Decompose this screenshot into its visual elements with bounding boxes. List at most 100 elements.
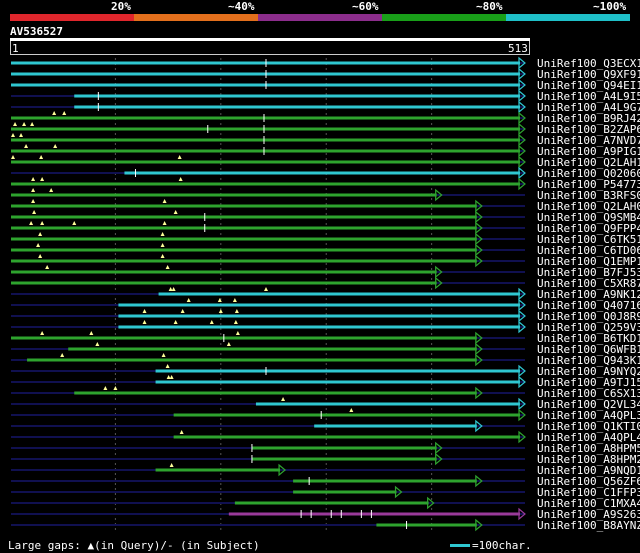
- hit-name-link[interactable]: UniRef100_Q94EI1: [537, 79, 640, 92]
- query-gap-mark: [95, 342, 100, 346]
- query-gap-mark: [11, 155, 16, 159]
- identity-legend-bar: [10, 14, 630, 21]
- hit-name-link[interactable]: UniRef100_Q2LAH0: [537, 200, 640, 213]
- hit-arrow: [435, 276, 443, 290]
- query-gap-mark: [62, 111, 67, 115]
- query-gap-mark: [186, 298, 191, 302]
- hit-name-link[interactable]: UniRef100_A8HPM2: [537, 453, 640, 466]
- hit-name-link[interactable]: UniRef100_Q2VL34: [537, 398, 640, 411]
- hit-name-link[interactable]: UniRef100_Q9XF91: [537, 68, 640, 81]
- query-gap-mark: [209, 320, 214, 324]
- hit-name-link[interactable]: UniRef100_A9NYQ2: [537, 365, 640, 378]
- hit-arrow: [518, 507, 526, 521]
- query-gap-mark: [349, 408, 354, 412]
- query-gap-mark: [180, 309, 185, 313]
- hit-arrow: [518, 56, 526, 70]
- hit-arrow: [518, 111, 526, 125]
- legend-segment: [506, 14, 630, 21]
- hit-name-link[interactable]: UniRef100_A4QPL4: [537, 431, 640, 444]
- query-gap-mark: [40, 221, 45, 225]
- hit-name-link[interactable]: UniRef100_A9TJ15: [537, 376, 640, 389]
- hit-name-link[interactable]: UniRef100_B3RFS0: [537, 189, 640, 202]
- hit-arrow: [475, 210, 483, 224]
- hit-name-link[interactable]: UniRef100_A9PIG1: [537, 145, 640, 158]
- hit-name-link[interactable]: UniRef100_A9NQD1: [537, 464, 640, 477]
- hit-arrow: [518, 408, 526, 422]
- query-gap-mark: [31, 199, 36, 203]
- ruler-end: 513: [508, 42, 528, 55]
- hit-arrow: [518, 122, 526, 136]
- hit-name-link[interactable]: UniRef100_A4L9I5: [537, 90, 640, 103]
- query-gap-mark: [179, 430, 184, 434]
- query-name: AV536527: [10, 25, 63, 38]
- hit-name-link[interactable]: UniRef100_B8AYNZ: [537, 519, 640, 532]
- query-gap-mark: [165, 364, 170, 368]
- query-gap-mark: [169, 463, 174, 467]
- hit-arrow: [475, 353, 483, 367]
- hit-name-link[interactable]: UniRef100_Q259V3: [537, 321, 640, 334]
- hit-name-link[interactable]: UniRef100_B2ZAP6: [537, 123, 640, 136]
- query-gap-mark: [30, 122, 35, 126]
- hit-name-link[interactable]: UniRef100_A9NK12: [537, 288, 640, 301]
- query-gap-mark: [234, 309, 239, 313]
- query-gap-mark: [162, 221, 167, 225]
- scale-label: =100char.: [472, 539, 532, 552]
- query-gap-mark: [263, 287, 268, 291]
- query-gap-mark: [160, 243, 165, 247]
- hit-name-link[interactable]: UniRef100_Q1EMP1: [537, 255, 640, 268]
- hit-name-link[interactable]: UniRef100_A9S263: [537, 508, 640, 521]
- hit-name-link[interactable]: UniRef100_C6TK51: [537, 233, 640, 246]
- hit-name-link[interactable]: UniRef100_C1MXA4: [537, 497, 640, 510]
- hit-name-link[interactable]: UniRef100_Q1KTI0: [537, 420, 640, 433]
- hit-name-link[interactable]: UniRef100_Q02060: [537, 167, 640, 180]
- hit-name-link[interactable]: UniRef100_A8HPM5: [537, 442, 640, 455]
- hit-arrow: [518, 144, 526, 158]
- ruler-start: 1: [12, 42, 19, 55]
- query-gap-mark: [13, 122, 18, 126]
- hit-name-link[interactable]: UniRef100_B7FJ53: [537, 266, 640, 279]
- legend-label: ~60%: [352, 0, 379, 13]
- hit-name-link[interactable]: UniRef100_Q3ECX1: [537, 57, 640, 70]
- hit-arrow: [518, 397, 526, 411]
- hit-name-link[interactable]: UniRef100_Q56ZF6: [537, 475, 640, 488]
- hit-name-link[interactable]: UniRef100_P54773: [537, 178, 640, 191]
- query-gap-mark: [226, 342, 231, 346]
- hit-name-link[interactable]: UniRef100_C6SX13: [537, 387, 640, 400]
- hit-name-link[interactable]: UniRef100_C5XR87: [537, 277, 640, 290]
- hit-name-link[interactable]: UniRef100_B9RJ42: [537, 112, 640, 125]
- hit-name-link[interactable]: UniRef100_A7NVD7: [537, 134, 640, 147]
- query-gap-mark: [168, 287, 173, 291]
- hit-name-link[interactable]: UniRef100_Q9FPP4: [537, 222, 640, 235]
- hit-name-link[interactable]: UniRef100_C1FFP3: [537, 486, 640, 499]
- hit-arrow: [518, 155, 526, 169]
- hit-name-link[interactable]: UniRef100_Q6WFB1: [537, 343, 640, 356]
- hit-arrow: [518, 364, 526, 378]
- hit-name-link[interactable]: UniRef100_Q9SMB4: [537, 211, 640, 224]
- query-gap-mark: [45, 265, 50, 269]
- hit-name-link[interactable]: UniRef100_A4QPL3: [537, 409, 640, 422]
- hit-name-link[interactable]: UniRef100_Q2LAH1: [537, 156, 640, 169]
- query-gap-mark: [22, 122, 27, 126]
- hit-arrow: [475, 221, 483, 235]
- hit-arrow: [518, 375, 526, 389]
- legend-segment: [134, 14, 258, 21]
- hit-arrow: [475, 474, 483, 488]
- query-gap-mark: [39, 155, 44, 159]
- query-gap-mark: [31, 188, 36, 192]
- hit-arrow: [278, 463, 287, 477]
- hit-name-link[interactable]: UniRef100_B6TKD1: [537, 332, 640, 345]
- hit-name-link[interactable]: UniRef100_Q943K1: [537, 354, 640, 367]
- hit-name-link[interactable]: UniRef100_Q0J8R9: [537, 310, 640, 323]
- query-gap-mark: [11, 133, 16, 137]
- hit-name-link[interactable]: UniRef100_Q40716: [537, 299, 640, 312]
- query-gap-mark: [173, 320, 178, 324]
- query-gap-mark: [32, 210, 37, 214]
- scale-bar: [450, 544, 470, 547]
- hit-name-link[interactable]: UniRef100_A4L9G7: [537, 101, 640, 114]
- hit-arrow: [475, 243, 483, 257]
- hit-arrow: [518, 430, 526, 444]
- hit-name-link[interactable]: UniRef100_C6TD06: [537, 244, 640, 257]
- query-gap-mark: [217, 298, 222, 302]
- query-gap-mark: [49, 188, 54, 192]
